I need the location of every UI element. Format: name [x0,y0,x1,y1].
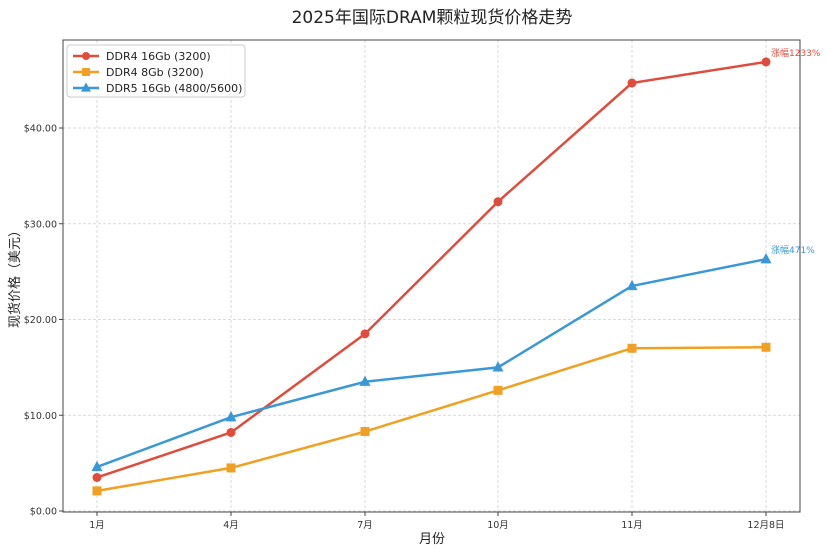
series-line [96,257,767,469]
y-tick-label: $30.00 [24,219,57,230]
legend-label: DDR4 16Gb (3200) [106,50,211,63]
marker-square [360,427,370,437]
marker-circle [761,57,771,67]
marker-triangle [626,279,638,291]
marker-triangle [225,410,237,422]
y-tick-label: $20.00 [24,315,57,326]
marker-triangle [760,253,772,264]
legend-item: DDR4 16Gb (3200) [73,50,211,63]
legend: DDR4 16Gb (3200) DDR4 8Gb (3200) DDR5 16Gb… [66,44,246,98]
marker-circle [92,472,102,482]
x-axis-label: 月份 [419,532,445,547]
plot-area: $0.00$10.00$20.00$30.00$40.00 1月 4月 7月 10月 1… [24,39,821,531]
x-axis-ticks: 1月 4月 7月 10月 11月 12月8日 [89,512,785,531]
annotations: 涨幅1233% 涨幅471% [771,47,821,256]
legend-label: DDR4 8Gb (3200) [106,66,204,79]
y-axis-label: 现货价格（美元） [7,224,23,328]
series-0 [92,57,771,482]
marker-circle [627,78,637,88]
legend-item: DDR5 16Gb (4800/5600) [73,82,242,95]
y-axis-ticks: $0.00 $10.00 $20.00 $30.00 $40.00 [24,124,63,518]
growth-annotation: 涨幅1233% [771,47,821,59]
x-tick-label: 7月 [357,520,373,531]
x-tick-label: 1月 [89,520,105,531]
marker-triangle [492,361,504,372]
y-tick-label: $10.00 [24,411,57,422]
marker-square [493,385,503,395]
marker-circle [82,52,90,60]
series-1 [92,342,771,496]
x-tick-label: 11月 [621,520,643,531]
marker-triangle [81,82,91,92]
x-tick-label: 10月 [487,520,509,531]
data-series [91,57,772,496]
marker-circle [226,427,236,437]
y-tick-label: $0.00 [30,507,57,518]
plot-frame [62,39,801,513]
series-line [96,60,767,479]
x-tick-label: 12月8日 [747,520,784,531]
marker-circle [493,197,503,207]
x-tick-label: 4月 [223,520,239,531]
growth-annotation: 涨幅471% [771,244,815,256]
legend-box [66,44,246,98]
series-line [96,346,767,493]
series-2 [91,253,772,472]
gridlines [63,40,800,512]
chart-title: 2025年国际DRAM颗粒现货价格走势 [292,8,573,28]
marker-circle [360,329,370,339]
marker-square [82,68,90,76]
y-tick-label: $40.00 [24,124,57,135]
marker-square [627,343,637,353]
legend-label: DDR5 16Gb (4800/5600) [106,82,242,95]
marker-triangle [91,460,103,472]
legend-item: DDR4 8Gb (3200) [73,66,204,79]
marker-triangle [359,375,371,386]
marker-square [761,342,771,352]
marker-square [92,486,102,496]
marker-square [226,463,236,473]
